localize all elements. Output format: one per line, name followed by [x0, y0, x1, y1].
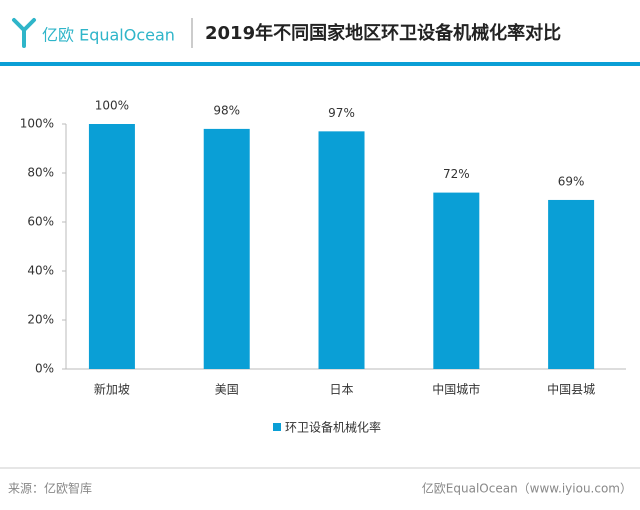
- data-label: 98%: [213, 103, 240, 117]
- bar: [318, 131, 365, 369]
- footer-credit: 亿欧EqualOcean（www.iyiou.com）: [422, 481, 632, 496]
- y-tick-label: 100%: [20, 117, 54, 131]
- x-tick-label: 日本: [330, 383, 354, 397]
- bar: [548, 199, 595, 369]
- data-label: 97%: [328, 106, 355, 120]
- bar: [203, 128, 250, 369]
- header-band: [0, 62, 640, 66]
- y-tick-label: 80%: [27, 166, 54, 180]
- x-tick-label: 中国城市: [432, 382, 480, 397]
- legend-swatch: [273, 423, 281, 431]
- x-tick-label: 中国县城: [547, 382, 595, 397]
- y-tick-label: 60%: [27, 215, 54, 229]
- data-label: 69%: [558, 174, 585, 188]
- logo-text: 亿欧 EqualOcean: [42, 26, 175, 45]
- data-label: 72%: [443, 167, 470, 181]
- bar: [88, 124, 135, 369]
- y-tick-label: 20%: [27, 313, 54, 327]
- bar: [433, 192, 480, 369]
- x-tick-label: 新加坡: [94, 382, 130, 397]
- y-tick-label: 40%: [27, 264, 54, 278]
- logo-icon: [12, 18, 36, 48]
- y-tick-label: 0%: [35, 362, 54, 376]
- legend-label: 环卫设备机械化率: [285, 420, 381, 435]
- x-tick-label: 美国: [215, 383, 239, 397]
- page-title: 2019年不同国家地区环卫设备机械化率对比: [205, 22, 561, 44]
- footer-source: 来源：亿欧智库: [8, 481, 92, 496]
- data-label: 100%: [95, 99, 129, 113]
